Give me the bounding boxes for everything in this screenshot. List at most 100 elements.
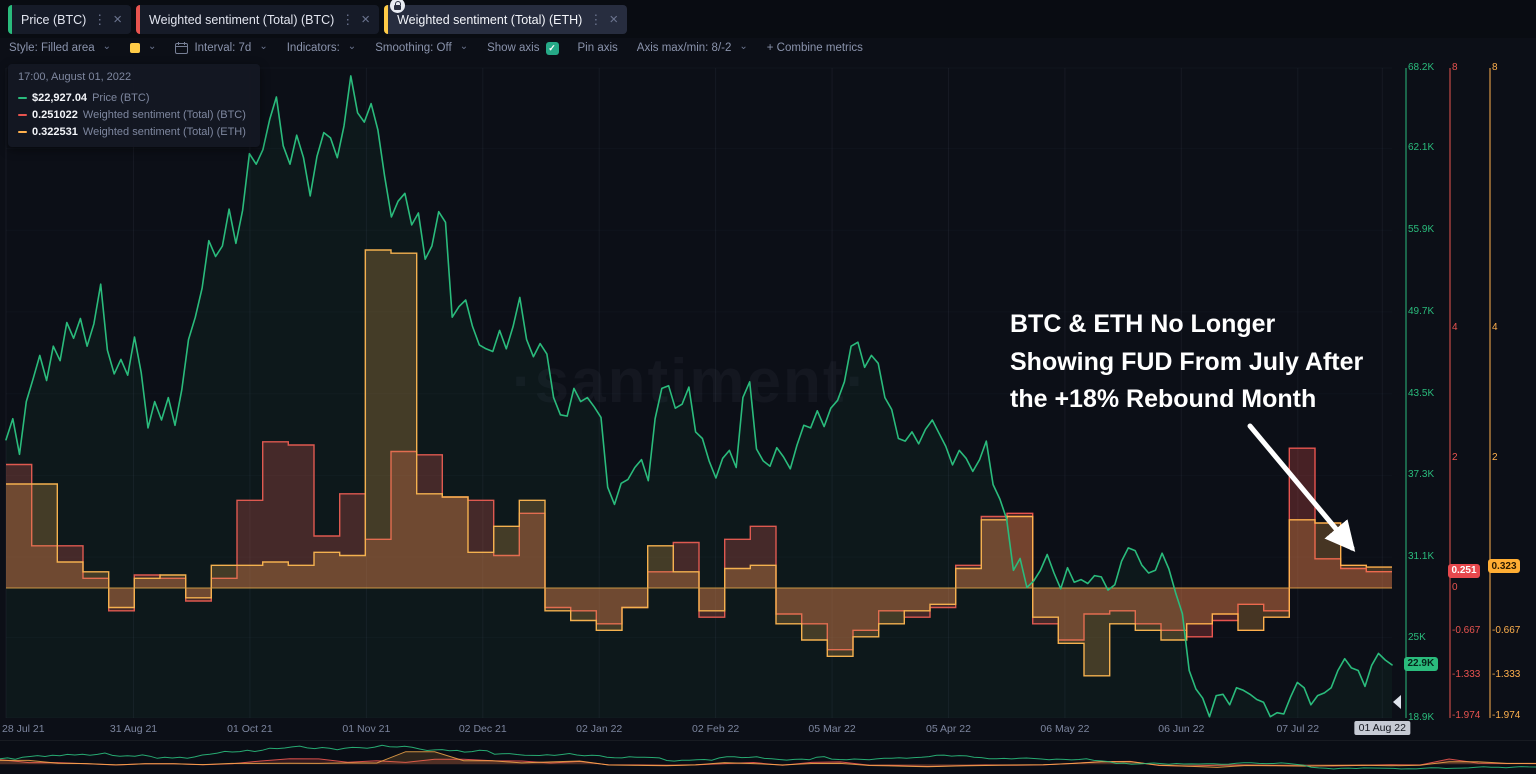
indicators-dropdown[interactable]: Indicators: [287, 42, 356, 54]
x-axis-label: 02 Jan 22 [576, 723, 623, 735]
price-axis-tick: 43.5K [1408, 387, 1435, 399]
chart-minimap[interactable] [0, 740, 1536, 774]
combine-metrics-button[interactable]: + Combine metrics [766, 42, 863, 54]
show-axis-toggle[interactable]: Show axis [487, 41, 559, 55]
annotation-arrow [1247, 423, 1356, 552]
eth-sentiment-axis-tick: -1.333 [1492, 668, 1521, 680]
tooltip-label: Weighted sentiment (Total) (ETH) [82, 126, 246, 138]
btc-sentiment-series-dash [18, 114, 27, 116]
x-axis-label: 06 Jun 22 [1158, 723, 1205, 735]
x-axis: 28 Jul 21 31 Aug 21 01 Oct 21 01 Nov 21 02 D… [0, 718, 1410, 740]
x-axis-label: 01 Oct 21 [227, 723, 273, 735]
annotation-line: BTC & ETH No Longer [1010, 310, 1276, 338]
tab-close-icon[interactable] [361, 12, 370, 27]
main-chart[interactable] [0, 58, 1536, 718]
x-axis-label: 31 Aug 21 [109, 723, 158, 735]
price-axis-tick: 55.9K [1408, 224, 1435, 236]
btc-sentiment-axis-tick: 0 [1452, 582, 1458, 593]
tab-bar: Price (BTC) Weighted sentiment (Total) (… [0, 0, 1536, 38]
btc-sentiment-axis-tick: -1.974 [1452, 710, 1481, 722]
price-axis-tick: 31.1K [1408, 551, 1435, 563]
santiment-watermark: ·santiment· [512, 347, 869, 416]
eth-sentiment-axis-tick: -1.974 [1492, 710, 1521, 722]
show-axis-label: Show axis [487, 42, 540, 54]
x-axis-label: 05 Apr 22 [925, 723, 971, 735]
price-value-badge: 22.9K [1404, 656, 1438, 671]
color-swatch-dropdown[interactable] [130, 43, 156, 54]
tab-weighted-sentiment-btc[interactable]: Weighted sentiment (Total) (BTC) [136, 5, 380, 34]
price-axis-tick: 62.1K [1408, 142, 1435, 154]
eth-sentiment-mini-line [0, 751, 1536, 768]
tab-color-indicator [136, 5, 141, 34]
smoothing-dropdown[interactable]: Smoothing: Off [375, 42, 468, 54]
tooltip-label: Weighted sentiment (Total) (BTC) [82, 109, 246, 121]
eth-sentiment-value-badge: 0.323 [1488, 559, 1521, 573]
tab-menu-icon[interactable] [589, 13, 602, 26]
x-axis-label: 05 Mar 22 [808, 723, 856, 735]
eth-sentiment-area [6, 250, 1392, 676]
lock-body [394, 5, 402, 10]
btc-sentiment-axis-tick: -0.667 [1452, 625, 1481, 637]
x-axis-label: 02 Dec 21 [458, 723, 507, 735]
tooltip-value: 0.322531 [32, 126, 78, 138]
price-axis-tick: 49.7K [1408, 305, 1435, 317]
current-date-badge: 01 Aug 22 [1354, 721, 1410, 735]
tab-menu-icon[interactable] [341, 13, 354, 26]
chart-toolbar: Style: Filled area Interval: 7d Indicato… [0, 38, 1536, 58]
price-axis-tick: 37.3K [1408, 469, 1435, 481]
btc-sentiment-mini-area [0, 758, 1536, 767]
btc-sentiment-outline [6, 441, 1392, 651]
price-mini-line [0, 744, 1536, 770]
pin-axis-button[interactable]: Pin axis [577, 42, 618, 54]
eth-sentiment-outline [6, 249, 1392, 677]
btc-sentiment-axis-tick: 4 [1452, 322, 1458, 333]
tab-label: Price (BTC) [21, 12, 87, 27]
price-axis-tick: 68.2K [1408, 62, 1435, 73]
x-axis-label: 01 Nov 21 [342, 723, 391, 735]
x-axis-label: 02 Feb 22 [691, 723, 740, 735]
interval-dropdown[interactable]: Interval: 7d [175, 42, 267, 54]
eth-sentiment-axis-tick: 8 [1492, 62, 1498, 73]
eth-sentiment-mini-area [0, 751, 1536, 768]
lock-shackle [394, 1, 401, 6]
annotation-line: the +18% Rebound Month [1010, 385, 1317, 413]
tab-color-indicator [384, 5, 389, 34]
tooltip-timestamp: 17:00, August 01, 2022 [18, 71, 132, 83]
interval-label: Interval: 7d [194, 42, 252, 54]
interval-calendar-icon [175, 42, 189, 54]
btc-sentiment-axis-tick: 2 [1452, 452, 1458, 463]
tooltip-value: $22,927.04 [32, 92, 88, 104]
price-axis-tick: 18.9K [1408, 712, 1435, 723]
btc-sentiment-axis-tick: -1.333 [1452, 668, 1481, 680]
show-axis-checkbox[interactable] [545, 41, 559, 55]
tab-label: Weighted sentiment (Total) (BTC) [149, 12, 335, 27]
axis-drag-handle-icon[interactable] [1393, 695, 1401, 709]
eth-sentiment-axis-tick: 2 [1492, 452, 1498, 463]
y-axes[interactable]: 68.2K 62.1K 55.9K 49.7K 43.5K 37.3K 31.1K 25K 18… [1400, 58, 1536, 723]
chart-tooltip: 17:00, August 01, 2022 $22,927.04 Price … [8, 64, 260, 147]
x-axis-label: 06 May 22 [1040, 723, 1090, 735]
price-series-dash [18, 97, 27, 99]
tab-color-indicator [8, 5, 12, 34]
tooltip-label: Price (BTC) [92, 92, 150, 104]
eth-sentiment-series-dash [18, 131, 27, 133]
tab-close-icon[interactable] [609, 12, 618, 27]
tab-weighted-sentiment-eth[interactable]: Weighted sentiment (Total) (ETH) [384, 0, 628, 34]
price-area [6, 75, 1392, 718]
tooltip-row-price: $22,927.04 Price (BTC) [18, 92, 250, 104]
eth-sentiment-axis-tick: 4 [1492, 322, 1498, 333]
x-axis-label: 28 Jul 21 [2, 723, 45, 735]
tooltip-value: 0.251022 [32, 109, 78, 121]
eth-sentiment-axis-tick: -0.667 [1492, 625, 1521, 637]
style-dropdown[interactable]: Style: Filled area [9, 42, 111, 54]
lock-icon [390, 0, 406, 13]
annotation-text: BTC & ETH No Longer Showing FUD From Jul… [1010, 306, 1363, 419]
tab-close-icon[interactable] [113, 12, 122, 27]
tooltip-row-eth-sentiment: 0.322531 Weighted sentiment (Total) (ETH… [18, 126, 250, 138]
btc-sentiment-value-badge: 0.251 [1448, 563, 1481, 578]
tab-menu-icon[interactable] [93, 13, 106, 26]
price-axis-tick: 25K [1408, 631, 1426, 643]
axis-maxmin-dropdown[interactable]: Axis max/min: 8/-2 [637, 42, 748, 54]
btc-sentiment-axis-tick: 8 [1452, 62, 1458, 73]
tab-price-btc[interactable]: Price (BTC) [8, 5, 132, 34]
